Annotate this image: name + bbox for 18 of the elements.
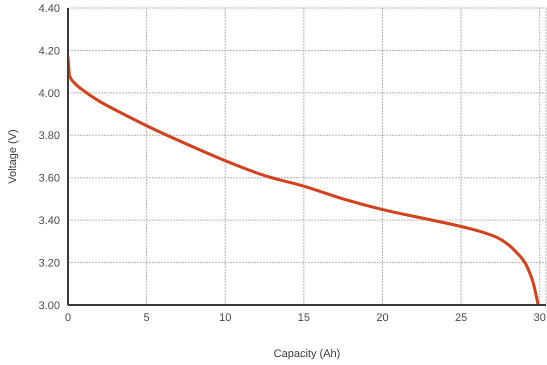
x-tick-label: 30 (534, 312, 546, 324)
y-tick-label: 3.00 (38, 300, 60, 312)
y-tick-label: 4.20 (38, 45, 60, 58)
x-axis-title: Capacity (Ah) (274, 348, 340, 360)
y-tick-label: 4.00 (38, 88, 60, 100)
y-tick-label: 3.20 (38, 257, 60, 270)
x-tick-label: 5 (144, 312, 150, 324)
x-tick-label: 10 (219, 312, 232, 324)
x-tick-label: 0 (64, 312, 72, 324)
y-tick-label: 4.40 (38, 2, 60, 15)
line-series (68, 55, 540, 305)
y-tick-label: 3.40 (38, 215, 60, 228)
y-tick-label: 3.80 (38, 130, 60, 142)
x-tick-label: 20 (376, 312, 389, 324)
x-tick-label: 25 (454, 312, 468, 324)
x-tick-label: 15 (298, 312, 310, 324)
y-tick-label: 3.60 (38, 172, 60, 185)
y-axis-title: Voltage (V) (6, 129, 19, 184)
